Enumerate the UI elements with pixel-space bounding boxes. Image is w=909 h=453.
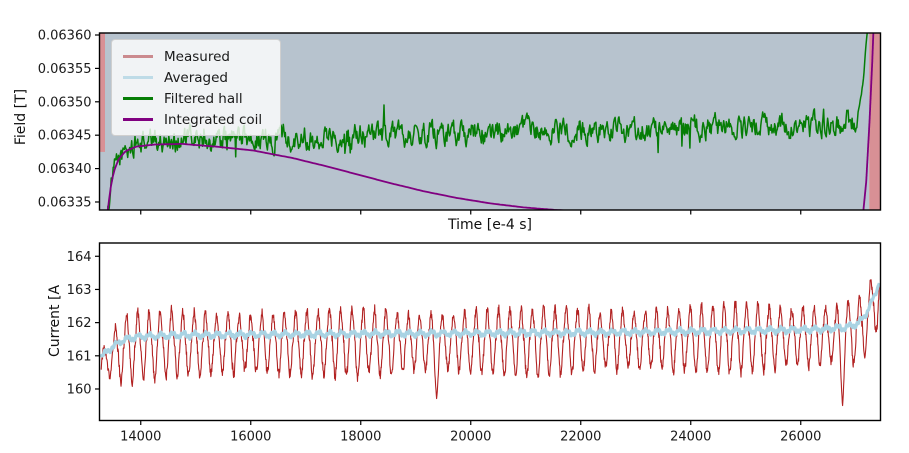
legend-entry-integrated-coil: Integrated coil <box>120 109 272 130</box>
measured-fill-0 <box>99 33 105 152</box>
legend-label-measured: Measured <box>164 48 230 65</box>
current-x-tick-label: 18000 <box>340 430 381 445</box>
current-plot-area <box>99 279 881 407</box>
legend-label-averaged: Averaged <box>164 69 229 86</box>
current-y-tick-label: 160 <box>67 382 92 397</box>
current-x-tick-label: 16000 <box>230 430 271 445</box>
integrated-coil-line <box>106 142 576 210</box>
filtered-hall-line-swatch <box>123 97 153 100</box>
current-x-tick-label: 22000 <box>560 430 601 445</box>
legend-entry-measured: Measured <box>120 46 272 67</box>
field-legend: Measured Averaged Filtered hall Integrat… <box>111 39 281 136</box>
field-y-tick-label: 0.06335 <box>38 195 92 210</box>
legend-entry-filtered-hall: Filtered hall <box>120 88 272 109</box>
integrated-coil-line-swatch <box>123 118 153 121</box>
current-y-tick-label: 161 <box>67 349 92 364</box>
legend-label-filtered-hall: Filtered hall <box>164 90 243 107</box>
field-y-axis-label: Field [T] <box>13 88 29 146</box>
current-x-tick-label: 14000 <box>120 430 161 445</box>
current-y-tick-label: 162 <box>67 316 92 331</box>
field-y-tick-label: 0.06360 <box>38 29 92 44</box>
measured-fill-1 <box>869 33 881 210</box>
current-y-axis-label: Current [A <box>47 284 63 358</box>
field-y-tick-label: 0.06345 <box>38 129 92 144</box>
averaged-line <box>99 282 881 358</box>
current-x-tick-label: 20000 <box>450 430 491 445</box>
measured-line <box>100 279 880 407</box>
field-y-tick-label: 0.06350 <box>38 95 92 110</box>
legend-entry-averaged: Averaged <box>120 67 272 88</box>
field-y-tick-label: 0.06355 <box>38 62 92 77</box>
field-axes-frame <box>98 32 882 211</box>
averaged-line-swatch <box>123 76 153 79</box>
integrated-coil-line-end-spike <box>862 33 875 210</box>
legend-label-integrated-coil: Integrated coil <box>164 111 263 128</box>
measured-line-swatch <box>123 55 153 58</box>
field-x-axis-label: Time [e-4 s] <box>448 217 532 233</box>
field-y-tick-label: 0.06340 <box>38 162 92 177</box>
current-axes-frame <box>98 242 882 422</box>
current-x-tick-label: 26000 <box>780 430 821 445</box>
current-y-tick-label: 164 <box>67 250 92 265</box>
current-y-tick-label: 163 <box>67 283 92 298</box>
current-x-tick-label: 24000 <box>670 430 711 445</box>
